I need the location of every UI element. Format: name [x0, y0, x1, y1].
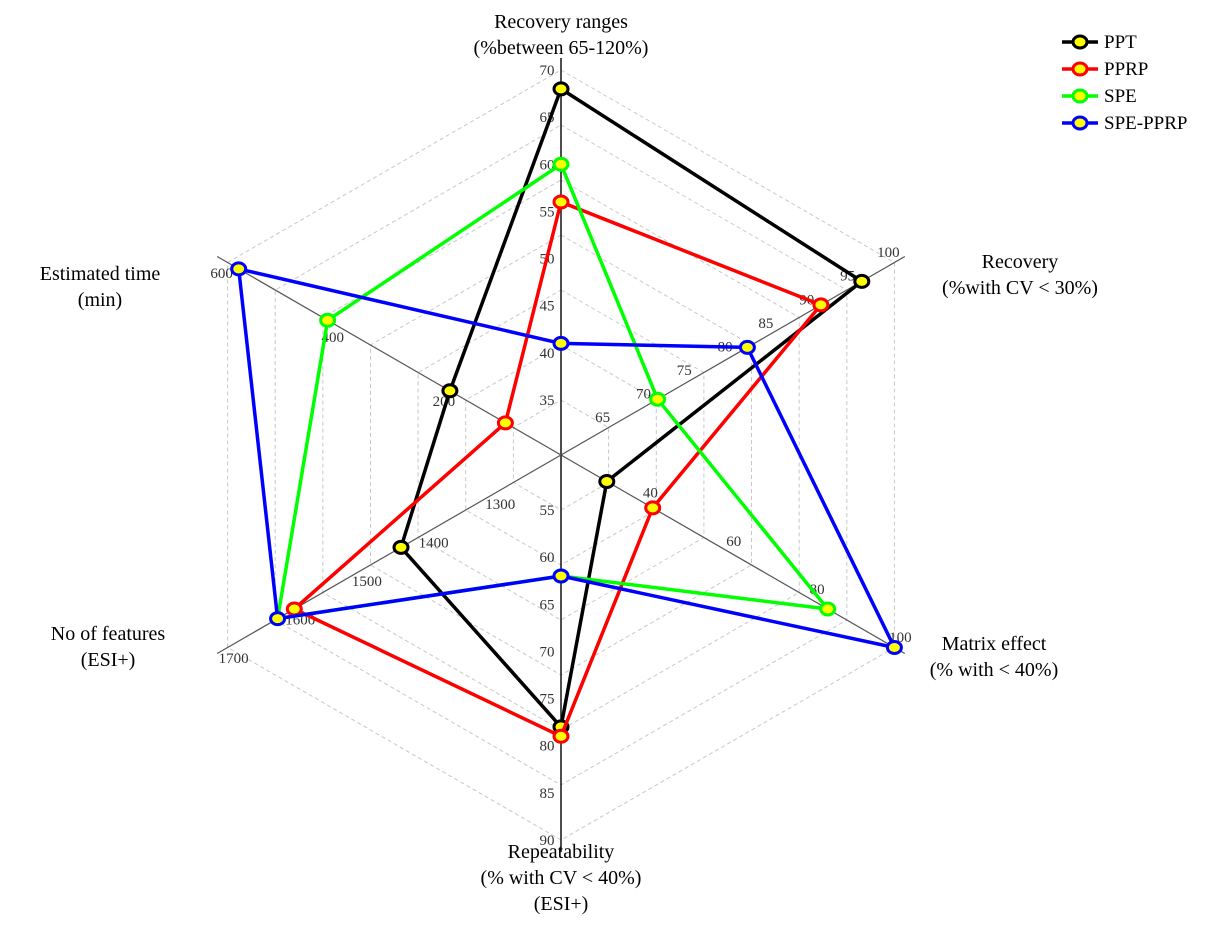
- tick-label: 600: [210, 266, 233, 282]
- legend-swatch-marker: [1071, 88, 1089, 104]
- data-point: [738, 339, 756, 355]
- legend: PPT PPRP SPE SPE-PPRP: [1062, 32, 1187, 134]
- legend-swatch-marker: [1071, 115, 1089, 131]
- data-point: [552, 728, 570, 744]
- tick-label: 1500: [352, 574, 382, 590]
- tick-label: 45: [540, 299, 555, 315]
- series-line: [292, 200, 823, 739]
- axis-label-line: No of features: [51, 623, 166, 645]
- axis-label-line: (%with CV < 30%): [942, 277, 1098, 299]
- tick-label: 75: [677, 363, 692, 379]
- tick-label: 70: [540, 63, 555, 79]
- axis-label: Matrix effect (% with < 40%): [930, 633, 1058, 681]
- data-point: [552, 81, 570, 97]
- data-point: [230, 261, 248, 277]
- tick-label: 85: [540, 786, 555, 802]
- legend-swatch-marker: [1071, 61, 1089, 77]
- axis-label-line: Recovery: [982, 251, 1059, 273]
- legend-label: SPE: [1104, 86, 1137, 107]
- axis-label-line: Estimated time: [40, 263, 161, 285]
- tick-label: 60: [726, 534, 741, 550]
- axis-line: [560, 255, 906, 456]
- tick-label: 65: [540, 597, 555, 613]
- series-line: [399, 87, 864, 729]
- data-point: [598, 474, 616, 489]
- data-point: [319, 312, 337, 328]
- data-point: [552, 194, 570, 210]
- legend-item: SPE-PPRP: [1062, 113, 1187, 134]
- data-point: [552, 335, 570, 351]
- data-point: [649, 391, 667, 407]
- axis-label-line: Repeatability: [508, 841, 615, 863]
- tick-label: 85: [758, 316, 773, 332]
- tick-label: 35: [540, 393, 555, 409]
- data-point: [496, 415, 514, 431]
- tick-label: 55: [540, 503, 555, 519]
- axis-label-line: (% with CV < 40%): [481, 867, 642, 889]
- axis-label: Recovery (%with CV < 30%): [942, 251, 1098, 299]
- axis-label: Recovery ranges (%between 65-120%): [474, 11, 649, 59]
- data-point: [853, 273, 871, 289]
- data-point: [819, 601, 837, 617]
- tick-label: 1400: [419, 535, 449, 551]
- axis-label-line: (min): [78, 289, 122, 311]
- axis-label-line: (ESI+): [534, 893, 589, 915]
- legend-label: PPT: [1104, 32, 1137, 53]
- data-point: [885, 640, 903, 655]
- axis-line: [560, 454, 906, 655]
- tick-label: 60: [540, 550, 555, 566]
- tick-label: 400: [321, 330, 344, 346]
- axis-label-line: Recovery ranges: [494, 11, 628, 33]
- series-layer: [230, 81, 903, 744]
- tick-label: 40: [643, 486, 658, 502]
- data-point: [552, 156, 570, 172]
- axis-label-line: (ESI+): [81, 649, 136, 671]
- tick-label: 80: [540, 739, 555, 755]
- series-pprp: [285, 194, 830, 744]
- legend-swatch-marker: [1071, 34, 1089, 50]
- legend-item: PPRP: [1062, 59, 1148, 80]
- data-point: [552, 568, 570, 584]
- legend-item: PPT: [1062, 32, 1137, 53]
- tick-label: 1700: [219, 651, 249, 667]
- tick-label: 90: [540, 833, 555, 849]
- series-spe-pprp: [230, 261, 903, 655]
- axis-label: Repeatability (% with CV < 40%) (ESI+): [481, 841, 642, 915]
- tick-label: 40: [540, 346, 555, 362]
- tick-label: 70: [636, 387, 651, 403]
- legend-label: PPRP: [1104, 59, 1148, 80]
- data-point: [644, 500, 662, 516]
- axis-label-line: (% with < 40%): [930, 659, 1058, 681]
- data-point: [441, 383, 459, 399]
- legend-label: SPE-PPRP: [1104, 113, 1187, 134]
- data-point: [285, 601, 303, 617]
- data-point: [269, 611, 287, 627]
- tick-label: 55: [540, 204, 555, 220]
- tick-label: 70: [540, 644, 555, 660]
- axis-labels: Recovery ranges (%between 65-120%)Recover…: [40, 11, 1098, 915]
- data-point: [392, 539, 410, 555]
- axis-label-line: (%between 65-120%): [474, 37, 649, 59]
- tick-label: 65: [595, 410, 610, 426]
- series-ppt: [392, 81, 871, 735]
- axis-label-line: Matrix effect: [942, 633, 1047, 655]
- tick-labels: 3540455055606570657075808590951004060801…: [210, 63, 911, 849]
- data-point: [812, 297, 830, 313]
- tick-label: 1300: [485, 497, 515, 513]
- axis-label: No of features (ESI+): [51, 623, 166, 671]
- legend-item: SPE: [1062, 86, 1137, 107]
- tick-label: 75: [540, 692, 555, 708]
- tick-label: 100: [877, 245, 900, 261]
- axis-label: Estimated time (min): [40, 263, 161, 311]
